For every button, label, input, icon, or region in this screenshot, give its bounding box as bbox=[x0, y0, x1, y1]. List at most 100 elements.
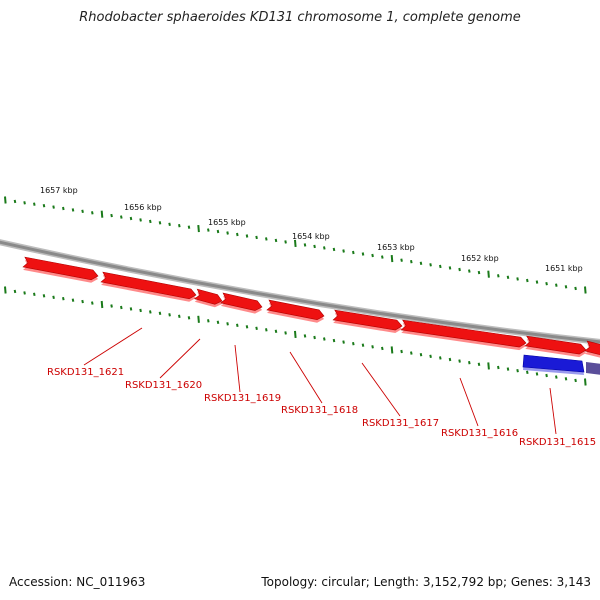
scale-tick-outer-major bbox=[390, 255, 394, 263]
gene-label: RSKD131_1615 bbox=[519, 437, 596, 448]
scale-tick-inner-minor bbox=[361, 343, 365, 347]
scale-tick-outer-minor bbox=[535, 280, 539, 284]
gene-leader-line bbox=[83, 327, 143, 366]
scale-tick-outer-minor bbox=[361, 252, 365, 256]
gene-arrow-forward bbox=[194, 288, 223, 305]
gene-leader-line bbox=[549, 387, 557, 435]
scale-tick-inner-minor bbox=[342, 340, 345, 344]
scale-tick-outer-minor bbox=[497, 274, 500, 278]
scale-tick-inner-minor bbox=[332, 338, 336, 343]
scale-tick-inner-minor bbox=[555, 375, 558, 379]
scale-ticks-outer bbox=[4, 196, 587, 294]
scale-tick-inner-minor bbox=[23, 291, 26, 295]
gene-arrow-forward bbox=[524, 335, 587, 355]
gene-leader-line bbox=[234, 344, 241, 393]
scale-tick-inner-minor bbox=[149, 310, 152, 314]
scale-tick-outer-major bbox=[4, 196, 7, 204]
scale-tick-inner-minor bbox=[448, 357, 452, 362]
scale-tick-outer-minor bbox=[526, 278, 529, 283]
scale-tick-outer-minor bbox=[178, 224, 181, 228]
scale-tick-inner-minor bbox=[255, 326, 258, 330]
scale-tick-inner-minor bbox=[33, 292, 36, 296]
scale-tick-outer-minor bbox=[274, 238, 278, 243]
scale-tick-outer-minor bbox=[477, 270, 481, 275]
scale-tick-outer-minor bbox=[555, 283, 558, 287]
gene-leader-line bbox=[289, 351, 323, 404]
scale-tick-outer-minor bbox=[352, 250, 355, 255]
scale-tick-inner-minor bbox=[284, 331, 287, 335]
scale-tick-inner-major bbox=[100, 300, 104, 309]
scale-tick-outer-minor bbox=[468, 269, 471, 273]
scale-tick-inner-minor bbox=[497, 365, 500, 370]
scale-tick-outer-minor bbox=[545, 282, 548, 286]
scale-tick-inner-minor bbox=[429, 354, 432, 358]
scale-tick-outer-minor bbox=[381, 255, 384, 259]
scale-tick-outer-minor bbox=[323, 246, 326, 250]
gene-leader-line bbox=[459, 377, 479, 427]
scale-tick-inner-minor bbox=[207, 319, 210, 323]
scale-tick-outer-minor bbox=[458, 267, 461, 272]
scale-tick-inner-minor bbox=[42, 294, 46, 298]
scale-tick-outer-minor bbox=[574, 286, 577, 291]
scale-tick-inner-minor bbox=[81, 299, 84, 304]
scale-tick-inner-minor bbox=[13, 289, 17, 294]
scale-tick-inner-minor bbox=[564, 377, 568, 381]
scale-tick-inner-minor bbox=[52, 295, 55, 299]
topology-summary: Topology: circular; Length: 3,152,792 bp… bbox=[261, 575, 591, 589]
scale-tick-outer-minor bbox=[168, 222, 171, 226]
scale-label: 1657 kbp bbox=[40, 186, 78, 195]
scale-tick-outer-minor bbox=[120, 215, 123, 219]
scale-tick-outer-minor bbox=[139, 218, 142, 222]
scale-tick-inner-minor bbox=[458, 359, 461, 363]
scale-tick-outer-minor bbox=[342, 249, 345, 253]
scale-tick-outer-major bbox=[100, 210, 104, 218]
scale-tick-outer-minor bbox=[371, 253, 374, 258]
scale-tick-outer-minor bbox=[429, 263, 432, 267]
scale-tick-inner-minor bbox=[178, 314, 181, 318]
scale-tick-outer-minor bbox=[332, 247, 336, 252]
chromosome-backbone bbox=[0, 240, 600, 344]
scale-tick-outer-minor bbox=[516, 277, 519, 281]
scale-tick-outer-minor bbox=[226, 231, 229, 235]
scale-label: 1652 kbp bbox=[461, 254, 499, 263]
scale-tick-inner-minor bbox=[216, 320, 220, 324]
scale-tick-inner-minor bbox=[535, 372, 539, 376]
scale-tick-inner-minor bbox=[506, 367, 510, 371]
gene-label: RSKD131_1618 bbox=[281, 405, 358, 416]
scale-tick-inner-minor bbox=[187, 316, 191, 320]
gene-arrow-forward bbox=[100, 271, 197, 300]
accession-text: Accession: NC_011963 bbox=[9, 575, 146, 589]
scale-tick-inner-minor bbox=[468, 361, 471, 365]
scale-tick-inner-major bbox=[584, 378, 587, 386]
scale-tick-inner-minor bbox=[439, 356, 442, 360]
scale-tick-outer-minor bbox=[158, 221, 162, 225]
scale-tick-outer-minor bbox=[62, 206, 65, 211]
scale-tick-inner-minor bbox=[477, 362, 481, 366]
scale-tick-outer-minor bbox=[23, 201, 26, 205]
scale-tick-outer-major bbox=[487, 270, 490, 278]
scale-tick-inner-minor bbox=[62, 297, 65, 301]
scale-tick-outer-minor bbox=[284, 240, 287, 244]
scale-label: 1656 kbp bbox=[124, 203, 162, 212]
scale-tick-inner-minor bbox=[71, 298, 75, 302]
scale-tick-inner-minor bbox=[371, 345, 374, 349]
gene-label: RSKD131_1620 bbox=[125, 380, 202, 391]
map-title: Rhodobacter sphaeroides KD131 chromosome… bbox=[79, 10, 521, 25]
scale-tick-inner-major bbox=[4, 286, 7, 294]
scale-tick-outer-major bbox=[584, 286, 587, 294]
scale-tick-inner-minor bbox=[129, 307, 133, 311]
gene-track bbox=[22, 256, 600, 375]
gene-arrow-forward bbox=[584, 340, 600, 355]
scale-tick-outer-minor bbox=[410, 260, 413, 264]
scale-tick-inner-minor bbox=[139, 308, 142, 313]
gene-arrow-forward bbox=[220, 292, 263, 311]
gene-arrow-reverse bbox=[522, 354, 585, 373]
scale-tick-outer-minor bbox=[313, 244, 316, 249]
scale-label: 1655 kbp bbox=[208, 218, 246, 227]
scale-tick-outer-minor bbox=[52, 205, 55, 209]
scale-tick-outer-minor bbox=[245, 234, 249, 238]
scale-tick-inner-minor bbox=[400, 349, 403, 354]
gene-label: RSKD131_1617 bbox=[362, 418, 439, 429]
scale-tick-inner-minor bbox=[91, 301, 94, 305]
